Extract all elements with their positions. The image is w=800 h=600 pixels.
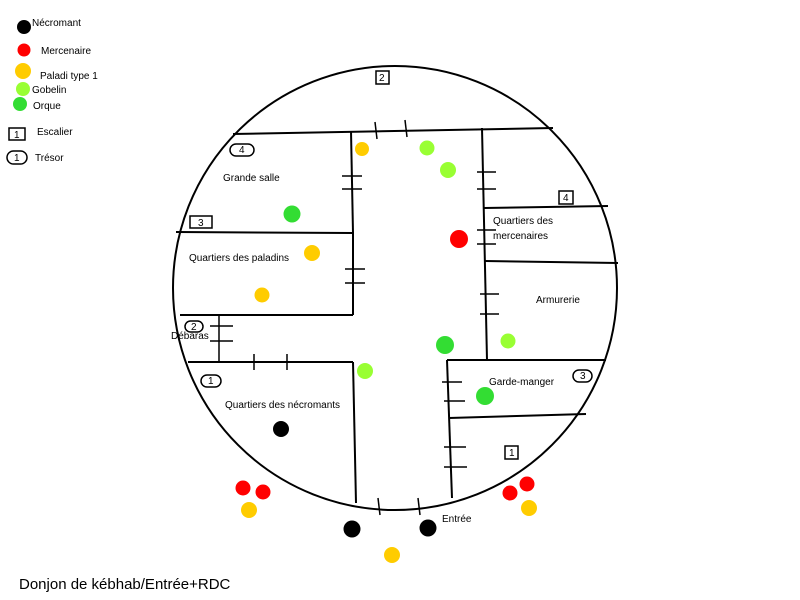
treasure-number: 1 <box>208 376 214 387</box>
legend-stair-number: 1 <box>14 130 20 141</box>
mercenary-token <box>502 485 518 501</box>
treasure-marker <box>200 374 222 388</box>
wall-entrance-east <box>446 359 453 499</box>
wall-necromants-east <box>352 361 357 504</box>
treasures: 4 2 1 3 <box>184 143 593 388</box>
legend-mercenary-label: Mercenaire <box>41 46 91 57</box>
wall-grande-salle-south <box>175 231 354 234</box>
doors <box>210 119 499 516</box>
wall-mercenaires-north <box>483 205 609 209</box>
necromant-token <box>273 421 289 437</box>
treasure-number: 4 <box>239 145 245 156</box>
necromant-token <box>343 520 361 538</box>
interior-walls <box>175 127 619 504</box>
legend-orc-label: Orque <box>33 101 61 112</box>
wall-mercenaires-south <box>484 260 619 264</box>
legend-necromant-token <box>17 20 31 34</box>
paladin-token <box>384 547 400 563</box>
legend-treasure-number: 1 <box>14 153 20 164</box>
orc-token <box>283 205 301 223</box>
orc-token <box>436 336 454 354</box>
orc-token <box>476 387 494 405</box>
treasure-marker <box>229 143 255 157</box>
room-label-paladins: Quartiers des paladins <box>189 253 289 264</box>
legend-stair-icon <box>8 127 26 141</box>
door <box>417 497 421 516</box>
stair-marker <box>375 70 390 85</box>
wall-top-corridor <box>232 127 554 135</box>
treasure-number: 3 <box>580 371 586 382</box>
stair-number: 3 <box>198 218 204 229</box>
door <box>377 497 381 516</box>
wall-garde-manger-south <box>448 413 587 419</box>
wall-grande-salle-east <box>350 130 354 234</box>
legend-necromant-label: Nécromant <box>32 18 81 29</box>
creature-tokens <box>235 140 537 563</box>
mercenary-token <box>519 476 535 492</box>
goblin-token <box>357 363 373 379</box>
legend-paladin-token <box>15 63 31 79</box>
legend-mercenary-token <box>17 43 31 57</box>
room-labels: Grande salle Quartiers des paladins Déba… <box>171 173 580 525</box>
stair-marker <box>189 215 213 229</box>
stair-number: 4 <box>563 193 569 204</box>
room-label-mercenaires-line2: mercenaires <box>493 231 548 242</box>
room-label-necromants: Quartiers des nécromants <box>225 400 340 411</box>
legend-treasure-label: Trésor <box>35 153 64 164</box>
stairs: 2 3 4 1 <box>189 70 574 460</box>
treasure-marker <box>572 369 593 383</box>
paladin-token <box>304 245 320 261</box>
room-label-entree: Entrée <box>442 514 472 525</box>
stair-number: 2 <box>379 73 385 84</box>
goblin-token <box>419 140 435 156</box>
legend-paladin-label: Paladi type 1 <box>40 71 98 82</box>
paladin-token <box>355 142 369 156</box>
stair-number: 1 <box>509 448 515 459</box>
legend: Nécromant Mercenaire Paladi type 1 Gobel… <box>6 18 98 165</box>
room-label-mercenaires-line1: Quartiers des <box>493 216 553 227</box>
door <box>404 119 408 138</box>
mercenary-token <box>235 480 251 496</box>
stair-marker <box>504 445 519 460</box>
dungeon-outer-wall <box>172 65 618 511</box>
paladin-token <box>521 500 537 516</box>
mercenary-token <box>450 230 468 248</box>
legend-goblin-label: Gobelin <box>32 85 66 96</box>
legend-goblin-token <box>16 82 30 96</box>
legend-treasure-icon <box>6 150 28 165</box>
map-caption: Donjon de kébhab/Entrée+RDC <box>19 576 231 593</box>
door <box>374 121 378 140</box>
legend-orc-token <box>13 97 27 111</box>
room-label-grande-salle: Grande salle <box>223 173 280 184</box>
goblin-token <box>440 162 456 178</box>
treasure-marker <box>184 320 204 333</box>
mercenary-token <box>255 484 271 500</box>
room-label-debarras: Débaras <box>171 331 209 342</box>
room-label-garde-manger: Garde-manger <box>489 377 555 388</box>
legend-stair-label: Escalier <box>37 127 73 138</box>
paladin-token <box>241 502 257 518</box>
room-label-armurerie: Armurerie <box>536 295 580 306</box>
necromant-token <box>419 519 437 537</box>
paladin-token <box>254 287 270 303</box>
stair-marker <box>558 190 574 205</box>
treasure-number: 2 <box>191 322 197 333</box>
goblin-token <box>500 333 516 349</box>
